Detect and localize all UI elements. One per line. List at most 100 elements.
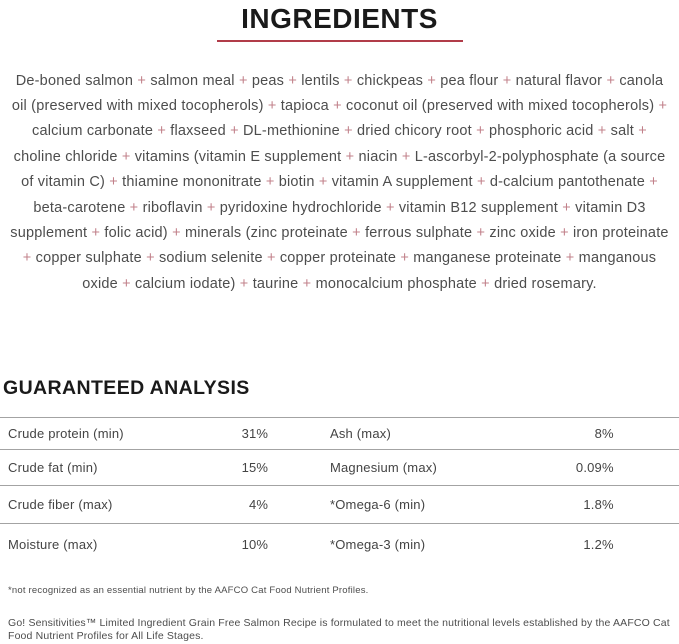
ingredient-item: vitamin D3 supplement	[10, 199, 646, 241]
analysis-left-value: 15%	[241, 460, 269, 475]
ingredient-item: dried rosemary.	[494, 275, 597, 292]
plus-separator: +	[558, 199, 576, 216]
plus-separator: +	[645, 174, 658, 191]
ingredient-item: L-ascorbyl-2-polyphosphate (a source of …	[21, 148, 666, 191]
plus-separator: +	[339, 123, 358, 140]
analysis-left-label: Crude protein (min)	[8, 426, 124, 441]
plus-separator: +	[284, 72, 302, 89]
analysis-right-value: 0.09%	[575, 460, 614, 475]
ingredient-item: peas	[251, 72, 285, 89]
plus-separator: +	[105, 174, 123, 191]
plus-separator: +	[347, 224, 366, 241]
ingredient-item: vitamin B12 supplement	[398, 199, 558, 216]
ingredient-item: choline chloride	[13, 148, 118, 165]
ingredients-text: De-boned salmon + salmon meal + peas + l…	[8, 69, 671, 298]
plus-separator: +	[263, 97, 281, 114]
analysis-footnote: *not recognized as an essential nutrient…	[8, 584, 369, 596]
ingredient-item: flaxseed	[170, 123, 226, 140]
ingredient-item: dried chicory root	[357, 123, 472, 140]
analysis-right-value: 1.8%	[583, 497, 614, 512]
analysis-right-label: *Omega-3 (min)	[329, 536, 426, 552]
analysis-left-label: Crude fiber (max)	[8, 497, 113, 512]
plus-separator: +	[328, 97, 347, 114]
analysis-row: Crude protein (min) 31% Ash (max) 8%	[0, 418, 679, 450]
analysis-table: Crude protein (min) 31% Ash (max) 8% Crude f…	[0, 417, 679, 564]
aafco-statement: Go! Sensitivities™ Limited Ingredient Gr…	[8, 616, 670, 643]
ingredients-title: INGREDIENTS	[241, 3, 438, 34]
plus-separator: +	[471, 123, 489, 140]
ingredient-item: chickpeas	[356, 72, 424, 89]
ingredient-item: manganese proteinate	[413, 250, 562, 267]
plus-separator: +	[634, 123, 647, 140]
guaranteed-analysis-section: GUARANTEED ANALYSIS Crude protein (min) 3…	[0, 377, 679, 564]
ingredient-item: lentils	[301, 72, 340, 89]
guaranteed-analysis-title: GUARANTEED ANALYSIS	[3, 377, 250, 399]
analysis-left-value: 10%	[241, 536, 269, 552]
ingredient-item: copper sulphate	[35, 250, 142, 267]
analysis-row: Moisture (max) 10% *Omega-3 (min) 1.2%	[0, 524, 679, 564]
analysis-left-value: 31%	[241, 426, 269, 441]
ingredient-item: iron proteinate	[572, 224, 669, 241]
ingredient-item: d-calcium pantothenate	[489, 174, 646, 191]
plus-separator: +	[561, 250, 579, 267]
plus-separator: +	[498, 72, 516, 89]
analysis-left-value: 4%	[248, 497, 269, 512]
ingredient-item: monocalcium phosphate	[315, 275, 477, 292]
analysis-right-label: Ash (max)	[329, 426, 391, 441]
ingredient-item: De-boned salmon	[15, 72, 134, 89]
ingredient-item: riboflavin	[142, 199, 203, 216]
plus-separator: +	[125, 199, 143, 216]
ingredient-item: minerals (zinc proteinate	[184, 224, 348, 241]
analysis-row: Crude fiber (max) 4% *Omega-6 (min) 1.8%	[0, 486, 679, 524]
ingredient-item: niacin	[358, 148, 398, 165]
plus-separator: +	[423, 72, 441, 89]
analysis-right-label: *Omega-6 (min)	[329, 497, 426, 512]
ingredient-item: coconut oil (preserved with mixed tocoph…	[346, 97, 655, 114]
ingredient-item: beta-carotene	[33, 199, 126, 216]
plus-separator: +	[339, 72, 357, 89]
plus-separator: +	[133, 72, 151, 89]
plus-separator: +	[314, 174, 332, 191]
ingredient-item: folic acid)	[104, 224, 168, 241]
plus-separator: +	[555, 224, 573, 241]
ingredient-item: tapioca	[280, 97, 329, 114]
plus-separator: +	[472, 174, 490, 191]
ingredient-item: calcium iodate)	[135, 275, 236, 292]
plus-separator: +	[654, 97, 668, 114]
plus-separator: +	[262, 250, 280, 267]
plus-separator: +	[476, 275, 495, 292]
ingredient-item: pea flour	[440, 72, 499, 89]
plus-separator: +	[87, 224, 105, 241]
plus-separator: +	[117, 148, 135, 165]
analysis-row: Crude fat (min) 15% Magnesium (max) 0.09%	[0, 450, 679, 486]
plus-separator: +	[153, 123, 171, 140]
ingredient-item: taurine	[252, 275, 299, 292]
analysis-right-label: Magnesium (max)	[329, 460, 437, 475]
ingredient-item: ferrous sulphate	[365, 224, 473, 241]
ingredient-item: biotin	[278, 174, 315, 191]
ingredient-item: copper proteinate	[279, 250, 397, 267]
ingredient-item: zinc oxide	[489, 224, 556, 241]
ingredient-item: canola oil (preserved with mixed tocophe…	[11, 72, 664, 114]
plus-separator: +	[396, 250, 414, 267]
plus-separator: +	[381, 199, 399, 216]
plus-separator: +	[298, 275, 316, 292]
ingredient-item: vitamin A supplement	[331, 174, 473, 191]
plus-separator: +	[235, 275, 253, 292]
ingredient-item: pyridoxine hydrochloride	[219, 199, 382, 216]
plus-separator: +	[341, 148, 359, 165]
analysis-right-value: 8%	[594, 426, 614, 441]
red-divider	[216, 40, 463, 42]
analysis-left-label: Moisture (max)	[8, 536, 98, 552]
analysis-left-label: Crude fat (min)	[8, 460, 98, 475]
ingredient-item: thiamine mononitrate	[122, 174, 262, 191]
ingredient-item: sodium selenite	[158, 250, 263, 267]
plus-separator: +	[167, 224, 185, 241]
analysis-right-value: 1.2%	[583, 536, 614, 552]
ingredient-item: calcium carbonate	[32, 123, 154, 140]
plus-separator: +	[141, 250, 159, 267]
plus-separator: +	[602, 72, 620, 89]
plus-separator: +	[117, 275, 136, 292]
ingredient-item: manganous oxide	[82, 250, 657, 292]
plus-separator: +	[593, 123, 611, 140]
